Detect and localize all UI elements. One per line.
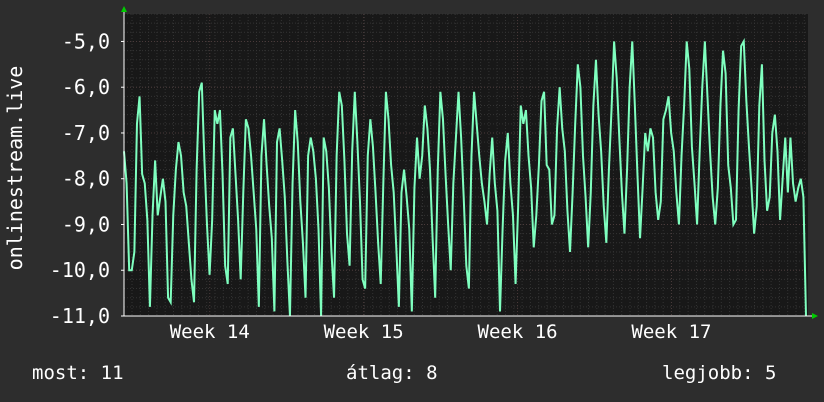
average-value: átlag: 8: [346, 362, 438, 384]
y-tick-label: -11,0: [50, 304, 110, 328]
x-axis-arrow-icon: [812, 313, 818, 319]
x-tick-label: Week 15: [324, 321, 404, 343]
y-tick-label: -8,0: [62, 167, 110, 191]
best-value: legjobb: 5: [662, 362, 777, 384]
y-axis-label: onlinestream.live: [3, 66, 27, 271]
y-tick-label: -6,0: [62, 75, 110, 99]
axes: [121, 6, 818, 319]
x-tick-label: Week 16: [478, 321, 558, 343]
x-tick-label: Week 17: [631, 321, 711, 343]
y-tick-label: -5,0: [62, 29, 110, 53]
y-tick-label: -7,0: [62, 121, 110, 145]
y-tick-label: -9,0: [62, 212, 110, 236]
y-tick-labels: -5,0 -6,0 -7,0 -8,0 -9,0 -10,0 -11,0: [50, 29, 110, 328]
x-tick-labels: Week 14 Week 15 Week 16 Week 17: [170, 321, 712, 343]
series-line: [123, 37, 807, 317]
current-value: most: 11: [32, 362, 124, 384]
y-axis-arrow-icon: [121, 6, 127, 12]
y-tick-label: -10,0: [50, 258, 110, 282]
x-tick-label: Week 14: [170, 321, 250, 343]
